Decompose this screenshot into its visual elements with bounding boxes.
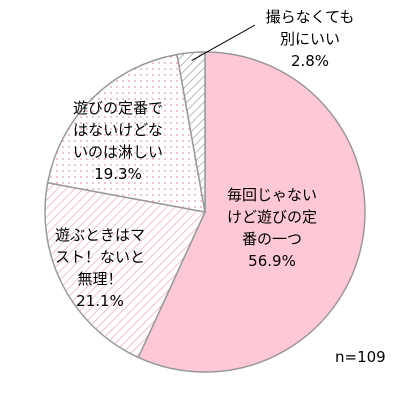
value-label: 56.9% xyxy=(248,252,296,270)
slice-label: 遊ぶときはマ xyxy=(55,226,145,244)
slice-label: 遊びの定番で xyxy=(73,99,163,117)
slice-label: 別にいい xyxy=(280,30,340,48)
slice-label: スト！ないと xyxy=(55,248,145,266)
value-label: 21.1% xyxy=(76,292,124,310)
slice-label: 番の一つ xyxy=(242,230,302,248)
pie-slice xyxy=(44,181,207,359)
note: n=109 xyxy=(335,348,386,366)
slice-label: 無理！ xyxy=(77,270,122,288)
leader-line xyxy=(191,24,256,62)
pie-slice xyxy=(46,53,206,213)
slice-label: はないけどな xyxy=(73,121,163,139)
pie-slice xyxy=(176,51,206,213)
slice-label: 撮らなくても xyxy=(266,8,355,26)
slice-label: 毎回じゃない xyxy=(227,186,317,204)
value-label: 2.8% xyxy=(291,52,329,70)
value-label: 19.3% xyxy=(94,165,142,183)
slice-label: いのは淋しい xyxy=(73,143,163,161)
slice-label: けど遊びの定 xyxy=(227,208,317,226)
pie-slice xyxy=(137,51,366,373)
